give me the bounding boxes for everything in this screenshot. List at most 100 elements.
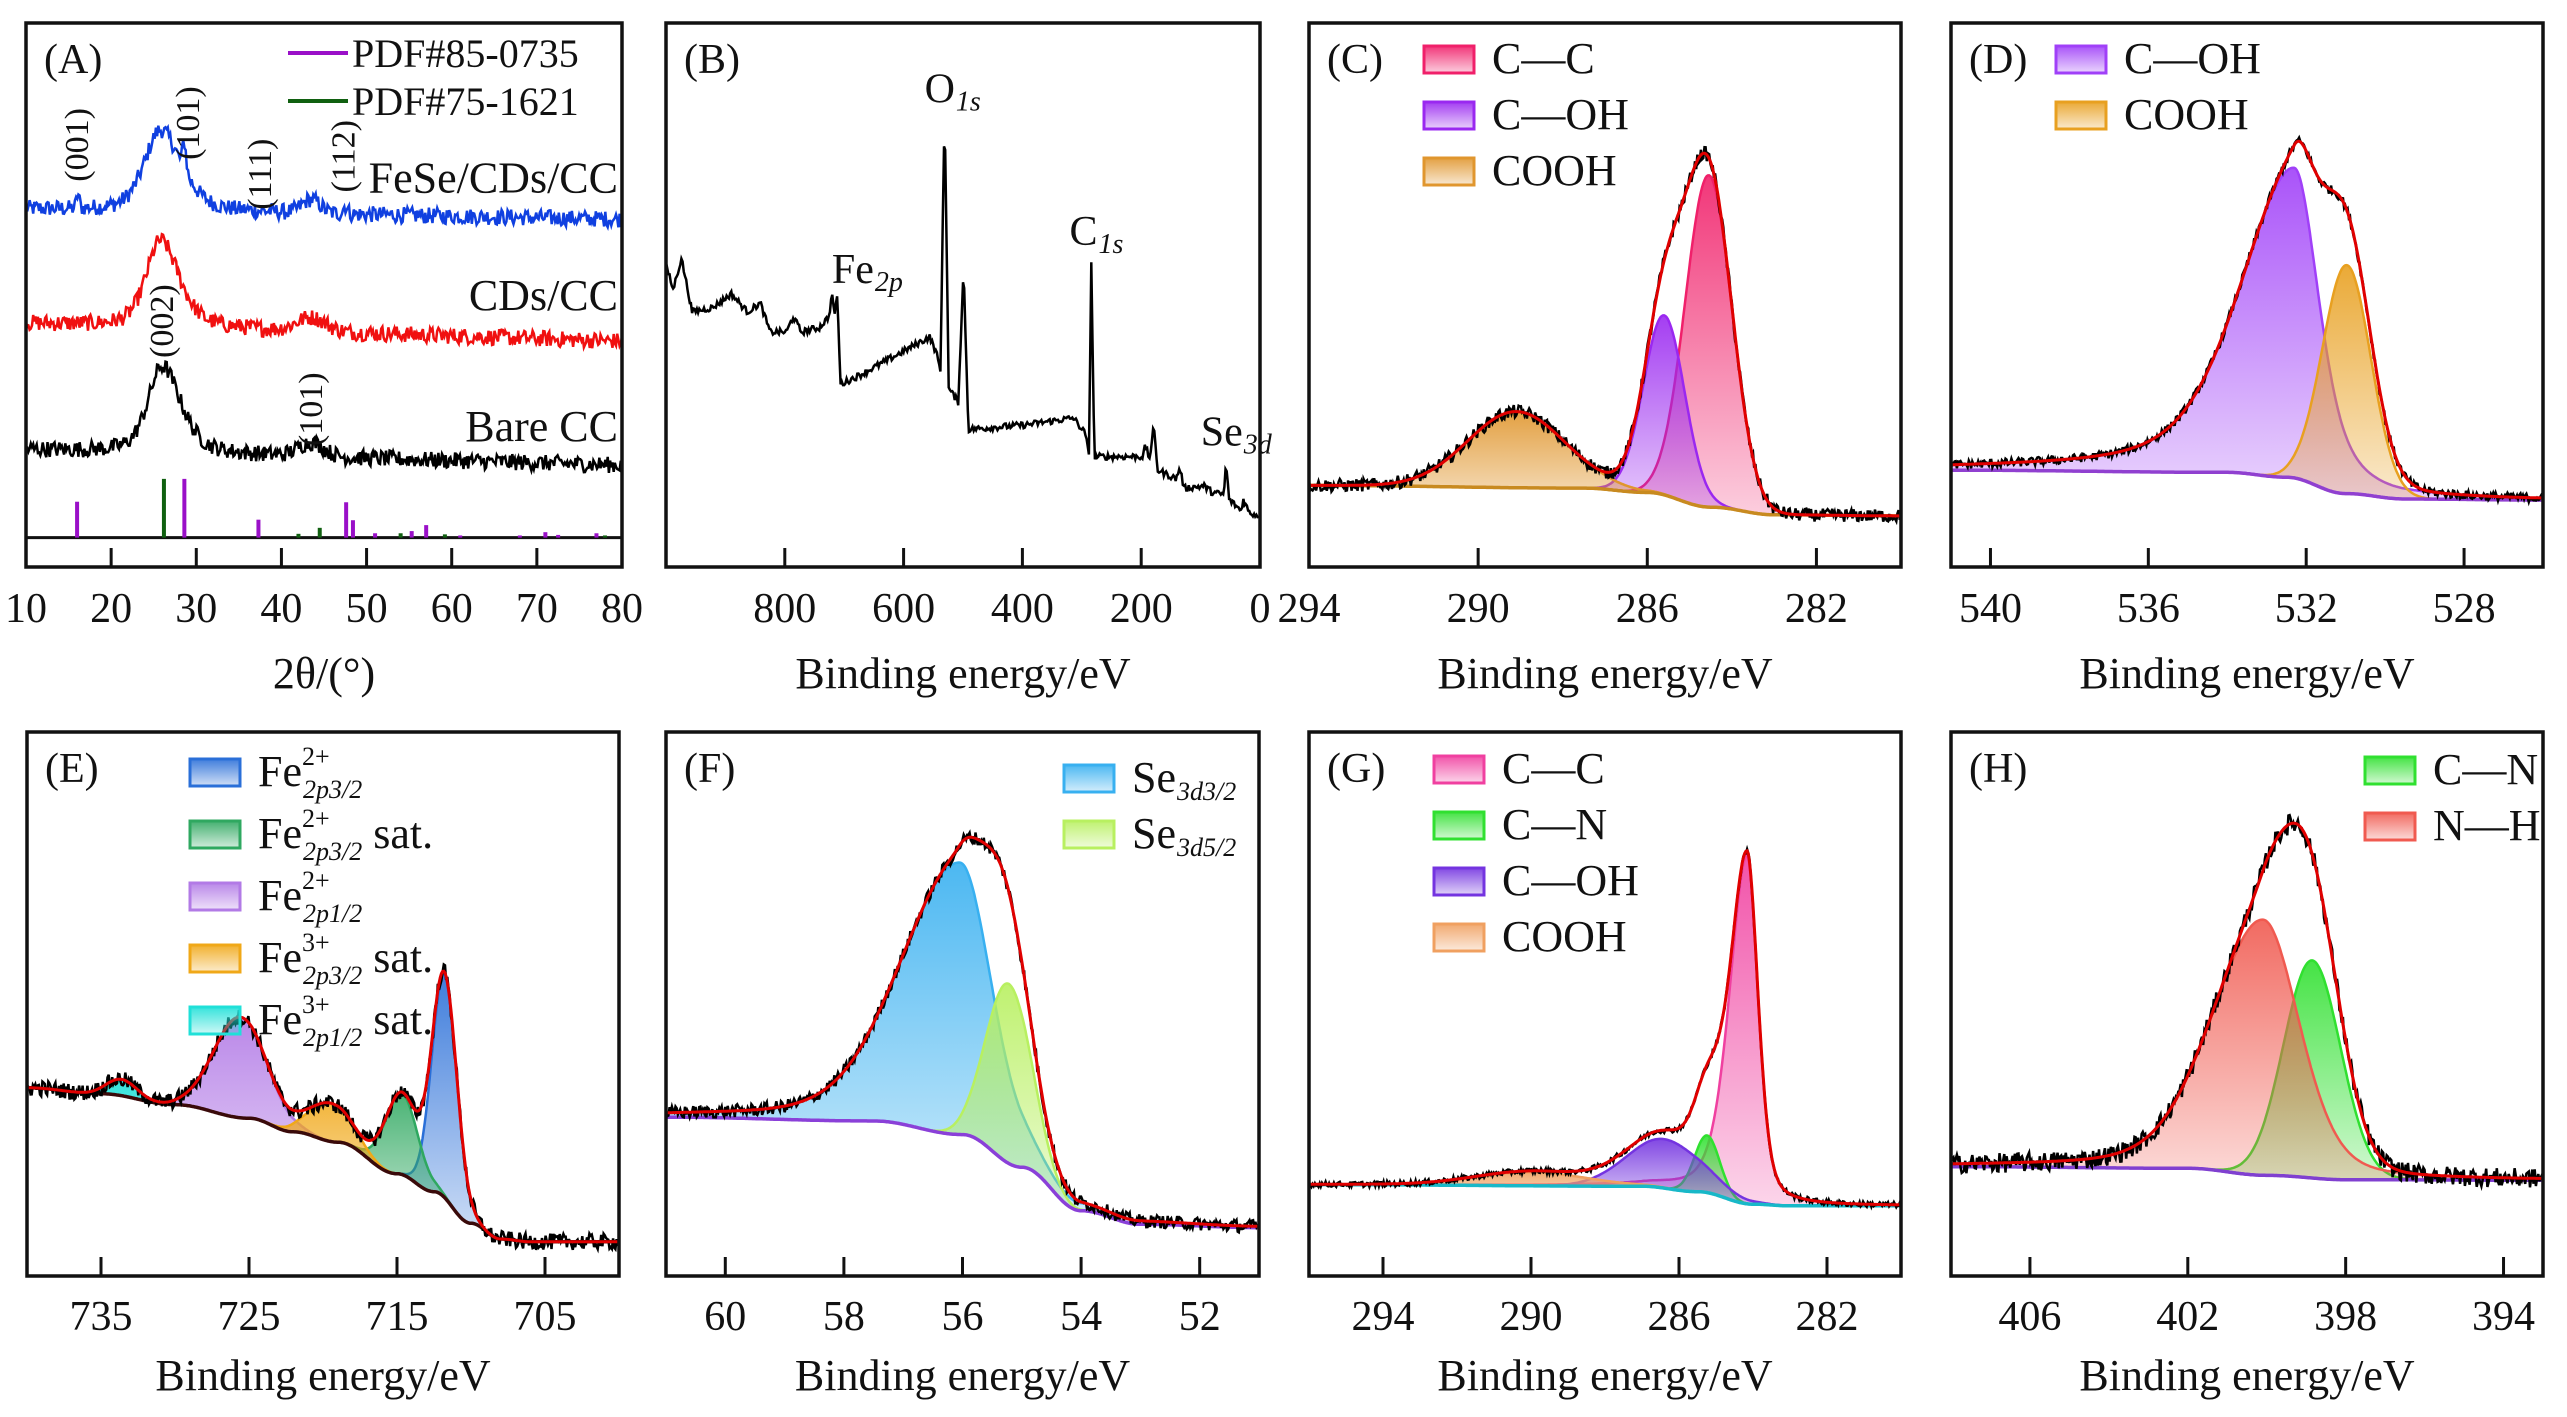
x-axis-label: Binding energy/eV bbox=[795, 649, 1130, 698]
peak-label-sub: 3d bbox=[1243, 430, 1273, 461]
panel-g: C—C C—N C—OH COOH 294 290 286 282 Binding energy… bbox=[1307, 730, 1903, 1400]
legend-swatch bbox=[2054, 100, 2108, 131]
plot-area bbox=[666, 145, 1260, 520]
panel-c: C—C C—OH COOH 294 290 286 282 Binding energy/eV… bbox=[1278, 21, 1903, 698]
raw-data-line bbox=[1309, 145, 1901, 526]
plot-area bbox=[27, 962, 619, 1254]
series-label: Bare CC bbox=[465, 402, 618, 451]
legend-swatch bbox=[188, 757, 242, 788]
x-axis-label: Binding energy/eV bbox=[2079, 649, 2414, 698]
peak-index-label: (002) bbox=[144, 284, 181, 358]
x-axis-label: Binding energy/eV bbox=[1437, 649, 1772, 698]
legend-swatch bbox=[2054, 44, 2108, 75]
envelope-fit-line bbox=[1951, 821, 2543, 1180]
plot-area bbox=[26, 123, 622, 540]
background-line bbox=[1951, 468, 2543, 502]
legend-label: Fe bbox=[258, 871, 302, 920]
legend-swatch bbox=[1432, 922, 1486, 953]
component-fill bbox=[666, 862, 1259, 1228]
legend-swatch bbox=[1432, 754, 1486, 785]
peak-label-sub: 1s bbox=[1099, 229, 1124, 260]
panel-h: C—N N—H 406 402 398 394 Binding energy/eV (H) bbox=[1949, 730, 2545, 1400]
component-fill bbox=[1309, 175, 1901, 516]
x-tick-label: 286 bbox=[1648, 1294, 1711, 1340]
component-fill bbox=[1951, 167, 2543, 501]
x-tick-label: 56 bbox=[942, 1294, 984, 1340]
envelope-fit-line bbox=[1309, 849, 1901, 1207]
x-tick-label: 58 bbox=[823, 1294, 865, 1340]
x-axis-label: Binding energy/eV bbox=[2079, 1351, 2414, 1400]
panel-label: (E) bbox=[45, 746, 99, 792]
x-tick-label: 200 bbox=[1110, 586, 1173, 632]
x-tick-label: 40 bbox=[260, 586, 302, 632]
panel-d: C—OH COOH 540 536 532 528 Binding energy/eV (D) bbox=[1949, 21, 2545, 698]
legend-swatch bbox=[1432, 810, 1486, 841]
plot-frame bbox=[24, 21, 624, 569]
legend-label: COOH bbox=[1502, 912, 1627, 961]
x-tick-label: 406 bbox=[1998, 1294, 2061, 1340]
x-tick-label: 725 bbox=[218, 1294, 281, 1340]
x-tick-label: 282 bbox=[1785, 586, 1848, 632]
x-tick-label: 60 bbox=[431, 586, 473, 632]
x-tick-label: 294 bbox=[1278, 586, 1341, 632]
x-tick-label: 54 bbox=[1060, 1294, 1102, 1340]
legend-label-suffix: sat. bbox=[373, 933, 433, 982]
x-tick-label: 282 bbox=[1796, 1294, 1859, 1340]
background-line bbox=[666, 1115, 1259, 1230]
peak-index-label: (112) bbox=[326, 120, 363, 192]
plot-area bbox=[666, 829, 1259, 1235]
legend-label: C—C bbox=[1502, 744, 1605, 793]
panel-label: (H) bbox=[1969, 746, 2027, 792]
envelope-fit-line bbox=[27, 969, 619, 1244]
component-line bbox=[1309, 410, 1901, 518]
legend-label: Se bbox=[1132, 753, 1176, 802]
x-tick-label: 715 bbox=[366, 1294, 429, 1340]
panel-label: (C) bbox=[1327, 37, 1383, 83]
x-axis-label: 2θ/(°) bbox=[273, 649, 375, 698]
x-tick-label: 800 bbox=[753, 586, 816, 632]
legend-label: N—H bbox=[2433, 801, 2541, 850]
panel-label: (G) bbox=[1327, 746, 1385, 792]
legend-label: Fe bbox=[258, 809, 302, 858]
component-line bbox=[1309, 174, 1901, 518]
peak-label-sub: 1s bbox=[956, 86, 981, 117]
legend-label: C—N bbox=[1502, 800, 1607, 849]
legend-label-sup: 2+ bbox=[302, 804, 330, 833]
component-fill bbox=[27, 1087, 619, 1242]
x-tick-label: 10 bbox=[5, 586, 47, 632]
legend-swatch bbox=[1422, 44, 1476, 75]
x-tick-label: 30 bbox=[175, 586, 217, 632]
plot-frame bbox=[1949, 730, 2545, 1278]
series-label: CDs/CC bbox=[469, 271, 618, 320]
legend-label-sup: 3+ bbox=[302, 928, 330, 957]
panel-a: FeSe/CDs/CC CDs/CC Bare CC (001) (101) (111) (… bbox=[5, 21, 643, 698]
peak-label: Fe bbox=[832, 247, 874, 293]
raw-data-line bbox=[27, 962, 619, 1254]
x-tick-label: 70 bbox=[516, 586, 558, 632]
xrd-trace bbox=[26, 360, 622, 476]
component-line bbox=[1309, 1137, 1901, 1208]
legend-label: Se bbox=[1132, 809, 1176, 858]
plot-frame bbox=[1949, 21, 2545, 569]
x-tick-label: 705 bbox=[514, 1294, 577, 1340]
legend-label-sup: 3+ bbox=[302, 990, 330, 1019]
panel-label: (D) bbox=[1969, 37, 2027, 83]
x-axis-label: Binding energy/eV bbox=[1437, 1351, 1772, 1400]
legend-label-sup: 2+ bbox=[302, 866, 330, 895]
plot-area bbox=[1951, 813, 2543, 1192]
peak-label: Se bbox=[1201, 410, 1243, 456]
x-tick-label: 528 bbox=[2433, 586, 2496, 632]
legend-swatch bbox=[188, 819, 242, 850]
envelope-fit-line bbox=[666, 835, 1259, 1228]
legend-label-sub: 3d3/2 bbox=[1176, 777, 1236, 806]
x-axis-label: Binding energy/eV bbox=[795, 1351, 1130, 1400]
xrd-trace bbox=[26, 232, 622, 352]
legend-swatch bbox=[188, 881, 242, 912]
legend-label: PDF#75-1621 bbox=[352, 79, 579, 124]
legend-label-sub: 3d5/2 bbox=[1176, 833, 1236, 862]
series-label: FeSe/CDs/CC bbox=[369, 154, 618, 203]
x-tick-label: 600 bbox=[872, 586, 935, 632]
legend-label: PDF#85-0735 bbox=[352, 31, 579, 76]
peak-label: C bbox=[1070, 209, 1098, 255]
x-tick-label: 60 bbox=[704, 1294, 746, 1340]
